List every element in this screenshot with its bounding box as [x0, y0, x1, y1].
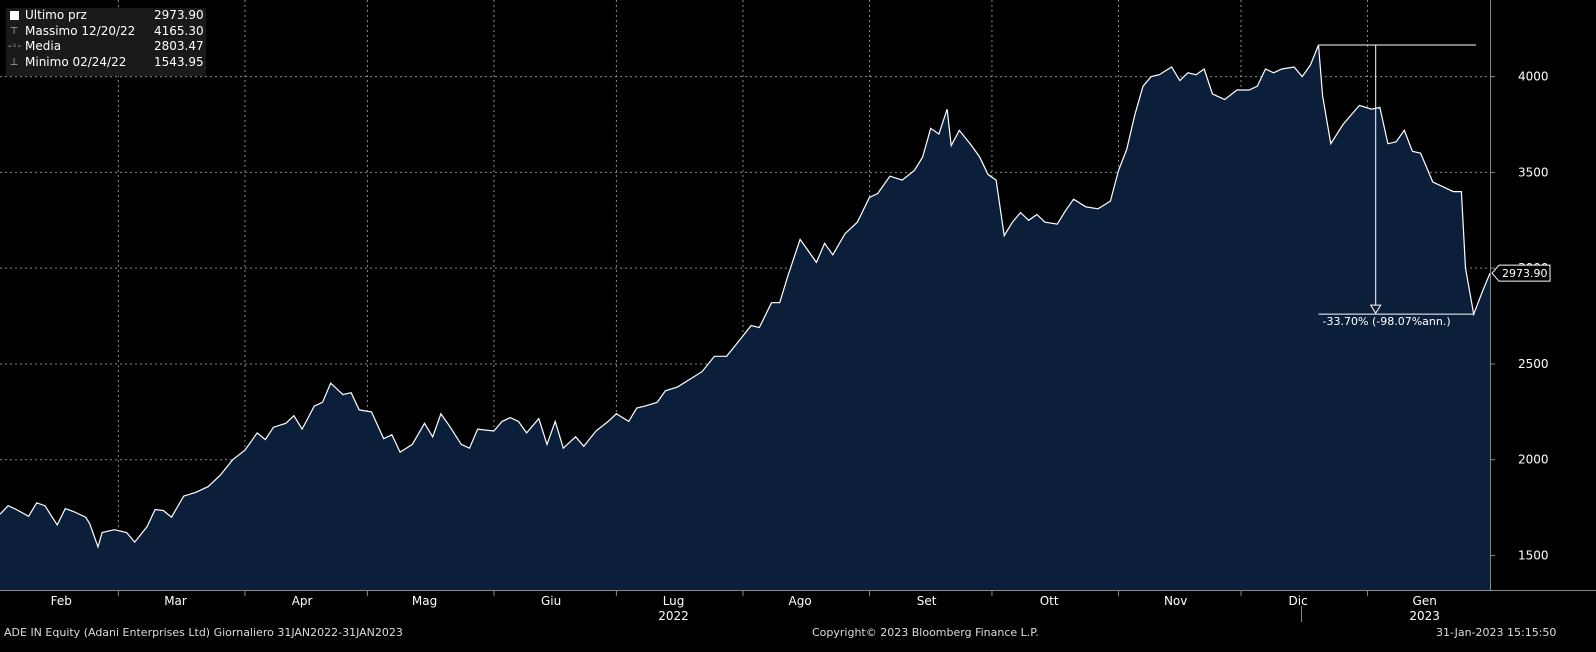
- footer-timestamp: 31-Jan-2023 15:15:50: [1436, 626, 1557, 639]
- x-year-label: 2023: [1409, 609, 1440, 623]
- x-tick-label: Gen: [1413, 594, 1437, 608]
- legend-row-average: -◦- Media 2803.47: [6, 39, 206, 55]
- x-tick-label: Set: [917, 594, 937, 608]
- axes: 150020002500300035004000FebMarAprMagGiuL…: [0, 0, 1596, 623]
- legend-row-low: ⊥ Minimo 02/24/22 1543.95: [6, 55, 206, 71]
- annotation-label: -33.70% (-98.07%ann.): [1323, 315, 1451, 328]
- average-marker-icon: -◦-: [8, 41, 22, 52]
- y-tick-label: 2500: [1518, 357, 1549, 371]
- y-tick-label: 4000: [1518, 70, 1549, 84]
- x-tick-label: Giu: [541, 594, 561, 608]
- high-marker-icon: ⊤: [9, 25, 19, 37]
- y-tick-label: 2000: [1518, 453, 1549, 467]
- drawdown-annotation: -33.70% (-98.07%ann.): [1318, 44, 1476, 328]
- x-tick-label: Nov: [1164, 594, 1187, 608]
- y-tick-label: 1500: [1518, 549, 1549, 563]
- legend-row-last: Ultimo prz 2973.90: [6, 8, 206, 24]
- x-tick-label: Mag: [412, 594, 437, 608]
- x-tick-label: Dic: [1289, 594, 1308, 608]
- x-year-label: 2022: [658, 609, 689, 623]
- y-tick-label: 3500: [1518, 165, 1549, 179]
- legend-value: 2973.90: [154, 8, 204, 22]
- legend-value: 4165.30: [154, 23, 204, 38]
- low-marker-icon: ⊥: [9, 56, 19, 68]
- legend-label: Ultimo prz: [25, 8, 87, 22]
- x-tick-label: Feb: [51, 594, 72, 608]
- last-price-swatch: [8, 8, 20, 26]
- x-tick-label: Ago: [789, 594, 812, 608]
- last-price-label: 2973.90: [1502, 267, 1548, 280]
- legend-value: 2803.47: [154, 39, 204, 53]
- footer-security-info: ADE IN Equity (Adani Enterprises Ltd) Gi…: [4, 626, 403, 639]
- legend-row-high: ⊤ Massimo 12/20/22 4165.30: [6, 24, 206, 40]
- x-tick-label: Apr: [292, 594, 313, 608]
- price-area: [0, 45, 1490, 590]
- footer-copyright: Copyright© 2023 Bloomberg Finance L.P.: [812, 626, 1039, 639]
- legend-label: Minimo 02/24/22: [25, 54, 127, 69]
- legend-label: Media: [25, 39, 62, 53]
- x-tick-label: Ott: [1040, 594, 1059, 608]
- price-line: [0, 44, 1491, 549]
- legend-box: Ultimo prz 2973.90 ⊤ Massimo 12/20/22 41…: [6, 8, 206, 76]
- last-price-tag: [1491, 264, 1551, 282]
- x-tick-label: Mar: [164, 594, 187, 608]
- annotation-arrow-icon: [1369, 304, 1382, 315]
- legend-label: Massimo 12/20/22: [25, 23, 136, 38]
- legend-value: 1543.95: [154, 54, 204, 69]
- x-tick-label: Lug: [663, 594, 685, 608]
